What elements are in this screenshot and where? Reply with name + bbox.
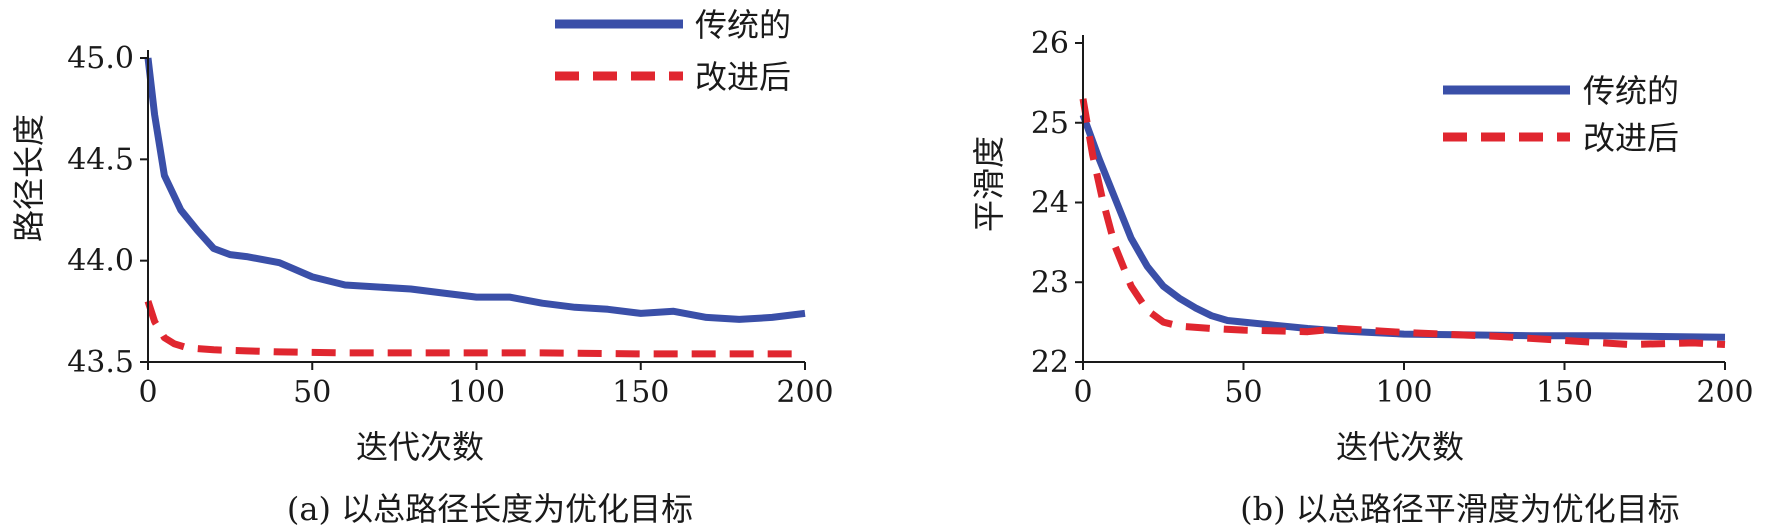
- chart-b-x-tick: 0: [1073, 362, 1093, 410]
- chart-a-y-tick: 43.5: [67, 345, 148, 380]
- chart-b-y-tick-label: 25: [1031, 106, 1069, 141]
- chart-a-series-improved-line: [144, 300, 805, 358]
- chart-a-y-tick-label: 44.0: [67, 244, 134, 279]
- chart-a-series: [144, 57, 806, 358]
- chart-a-x-tick: 150: [612, 362, 669, 410]
- chart-b-x-axis-label: 迭代次数: [1336, 428, 1464, 466]
- chart-b-y-tick-label: 23: [1031, 265, 1069, 300]
- chart-a-legend: 传统的 改进后: [555, 6, 791, 96]
- chart-b-legend-label-improved: 改进后: [1583, 119, 1679, 157]
- chart-a-x-tick: 200: [776, 362, 834, 410]
- chart-a-x-tick-label: 200: [776, 375, 833, 410]
- chart-a-legend-label-traditional: 传统的: [695, 6, 791, 44]
- chart-a-y-axis-label: 路径长度: [10, 114, 48, 242]
- chart-b-x-tick: 50: [1224, 362, 1263, 410]
- chart-b-y-tick: 25: [1031, 106, 1083, 141]
- chart-a-x-tick-label: 50: [293, 375, 331, 410]
- chart-a-y-tick: 44.5: [67, 142, 148, 177]
- chart-b-x-tick: 100: [1375, 362, 1433, 410]
- chart-a-x-axis-label: 迭代次数: [356, 428, 484, 466]
- chart-b-y-tick-label: 24: [1031, 186, 1069, 221]
- chart-b-axes: 0 50 100 150 200 22 23 24 25 26: [1031, 26, 1754, 410]
- chart-a: 0 50 100 150 200 43.5 44.0 44.5 45.0 路径长度 迭代次数 传…: [10, 6, 834, 528]
- chart-b-y-tick-label: 22: [1031, 345, 1069, 380]
- chart-a-y-tick-label: 45.0: [67, 41, 134, 76]
- chart-b-x-tick: 200: [1696, 362, 1754, 410]
- chart-a-series-traditional-line: [144, 57, 806, 323]
- chart-b-series-improved-line: [1079, 98, 1726, 348]
- chart-b-y-tick: 24: [1031, 186, 1083, 221]
- chart-b-x-tick-label: 0: [1073, 375, 1092, 410]
- chart-a-legend-label-improved: 改进后: [695, 58, 791, 96]
- chart-b-series: [1079, 98, 1726, 348]
- chart-a-x-tick-label: 0: [138, 375, 157, 410]
- chart-b-y-tick: 22: [1031, 345, 1083, 380]
- chart-a-x-tick: 0: [138, 362, 158, 410]
- chart-b-legend: 传统的 改进后: [1443, 72, 1679, 157]
- chart-a-x-tick: 100: [448, 362, 505, 410]
- chart-a-x-tick-label: 150: [612, 375, 669, 410]
- chart-b-x-tick-label: 100: [1375, 375, 1432, 410]
- chart-b-legend-label-traditional: 传统的: [1583, 72, 1679, 110]
- chart-b-x-tick: 150: [1536, 362, 1593, 410]
- chart-b-y-tick: 26: [1031, 26, 1083, 61]
- chart-a-axes: 0 50 100 150 200 43.5 44.0 44.5 45.0: [67, 41, 833, 410]
- chart-b-y-tick-label: 26: [1031, 26, 1069, 61]
- chart-b-caption: (b) 以总路径平滑度为优化目标: [1240, 490, 1680, 528]
- chart-a-y-tick-label: 43.5: [67, 345, 134, 380]
- chart-a-y-tick: 45.0: [67, 41, 148, 76]
- chart-a-x-tick-label: 100: [448, 375, 505, 410]
- chart-a-x-tick: 50: [293, 362, 331, 410]
- chart-a-y-tick: 44.0: [67, 244, 148, 279]
- chart-b-y-tick: 23: [1031, 265, 1083, 300]
- chart-b-x-tick-label: 200: [1696, 375, 1753, 410]
- chart-b-x-tick-label: 150: [1536, 375, 1593, 410]
- chart-b-y-axis-label: 平滑度: [970, 136, 1008, 232]
- chart-b-x-tick-label: 50: [1224, 375, 1262, 410]
- chart-a-caption: (a) 以总路径长度为优化目标: [287, 490, 693, 528]
- chart-a-y-tick-label: 44.5: [67, 142, 134, 177]
